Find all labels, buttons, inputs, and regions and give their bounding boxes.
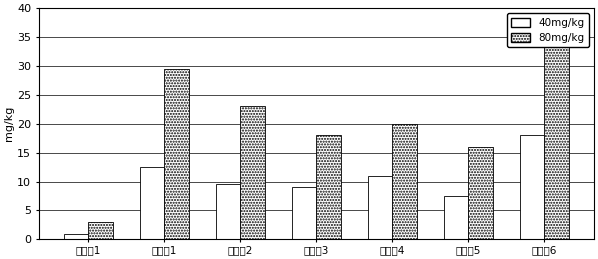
Y-axis label: mg/kg: mg/kg <box>4 106 14 141</box>
Bar <box>544 43 569 239</box>
Bar <box>316 135 341 239</box>
Legend: 40mg/kg, 80mg/kg: 40mg/kg, 80mg/kg <box>507 13 588 47</box>
Bar <box>240 106 264 239</box>
Bar <box>164 69 188 239</box>
Bar <box>520 135 544 239</box>
Bar <box>64 234 89 239</box>
Bar <box>140 167 164 239</box>
Bar <box>392 124 417 239</box>
Bar <box>468 147 493 239</box>
Bar <box>292 187 316 239</box>
Bar <box>216 184 240 239</box>
Bar <box>368 176 392 239</box>
Bar <box>89 222 112 239</box>
Bar <box>444 196 468 239</box>
